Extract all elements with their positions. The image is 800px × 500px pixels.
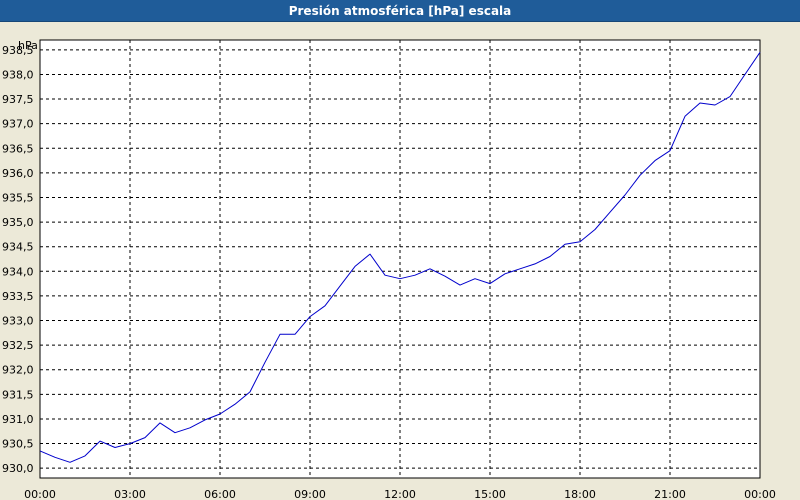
y-tick-label: 933,5 [2, 290, 34, 303]
y-tick-label: 935,0 [2, 216, 34, 229]
grid-lines [40, 40, 760, 478]
y-axis: hPa 930,0 930,5 931,0 931,5 932,0 932,5 933,0 9… [2, 39, 38, 475]
x-tick-time-label: 15:00 [474, 488, 506, 500]
series-layer [39, 52, 761, 463]
y-tick-label: 931,0 [2, 413, 34, 426]
y-tick-label: 936,5 [2, 142, 34, 155]
y-tick-label: 937,0 [2, 118, 34, 131]
y-tick-label: 932,0 [2, 364, 34, 377]
chart-title: Presión atmosférica [hPa] escala [0, 0, 800, 22]
x-tick-time-label: 18:00 [564, 488, 596, 500]
x-tick-time-label: 00:00 [24, 488, 56, 500]
pressure-chart: hPa 930,0 930,5 931,0 931,5 932,0 932,5 933,0 9… [2, 39, 776, 500]
x-tick-time-label: 06:00 [204, 488, 236, 500]
y-axis-unit-label: hPa [18, 39, 38, 52]
y-tick-label: 938,0 [2, 68, 34, 81]
y-tick-label: 937,5 [2, 93, 34, 106]
y-tick-label: 931,5 [2, 388, 34, 401]
y-tick-label: 938,5 [2, 44, 34, 57]
x-tick-time-label: 03:00 [114, 488, 146, 500]
y-tick-label: 932,5 [2, 339, 34, 352]
x-tick-time-label: 21:00 [654, 488, 686, 500]
y-tick-label: 930,0 [2, 462, 34, 475]
y-tick-label: 933,0 [2, 315, 34, 328]
x-tick-time-label: 09:00 [294, 488, 326, 500]
y-tick-label: 935,5 [2, 191, 34, 204]
pressure-series-line [39, 52, 761, 463]
y-tick-label: 934,0 [2, 265, 34, 278]
x-axis: 00:0027/12/2203:0027/12/2206:0027/12/220… [24, 488, 776, 500]
y-tick-label: 936,0 [2, 167, 34, 180]
y-tick-label: 930,5 [2, 438, 34, 451]
x-tick-time-label: 12:00 [384, 488, 416, 500]
x-tick-time-label: 00:00 [744, 488, 776, 500]
y-tick-label: 934,5 [2, 241, 34, 254]
